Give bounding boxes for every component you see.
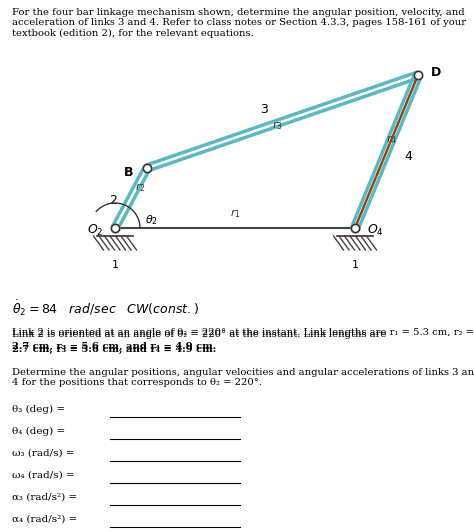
Text: For the four bar linkage mechanism shown, determine the angular position, veloci: For the four bar linkage mechanism shown… xyxy=(12,8,466,38)
Text: 2.7 cm, r₃ = 5.6 cm, and r₄ = 4.9 cm.: 2.7 cm, r₃ = 5.6 cm, and r₄ = 4.9 cm. xyxy=(12,342,216,351)
Text: $r_2$: $r_2$ xyxy=(135,181,146,194)
Text: 1: 1 xyxy=(352,260,358,270)
Text: Determine the angular positions, angular velocities and angular accelerations of: Determine the angular positions, angular… xyxy=(12,368,474,387)
Text: ω₄ (rad/s) =: ω₄ (rad/s) = xyxy=(12,471,78,480)
Text: $O_2$: $O_2$ xyxy=(87,222,103,238)
Text: Link 2 is oriented at an angle of θ₂ = 220° at the instant. Link lengths are r₁ : Link 2 is oriented at an angle of θ₂ = 2… xyxy=(12,328,474,337)
Text: α₄ (rad/s²) =: α₄ (rad/s²) = xyxy=(12,515,81,524)
Text: 2.7 cm, r₃ = 5.6 cm, and r₄ = 4.9 cm.: 2.7 cm, r₃ = 5.6 cm, and r₄ = 4.9 cm. xyxy=(12,345,216,354)
Text: $\dot{\theta}_2 = 84$   $rad/sec$   $CW(const.)$: $\dot{\theta}_2 = 84$ $rad/sec$ $CW(cons… xyxy=(12,298,199,318)
Text: D: D xyxy=(431,66,441,79)
Text: Link 2 is oriented at an angle of θ₂ = 220° at the instant. Link lengths are: Link 2 is oriented at an angle of θ₂ = 2… xyxy=(12,330,390,339)
Text: 3: 3 xyxy=(261,103,268,116)
Text: θ₃ (deg) =: θ₃ (deg) = xyxy=(12,405,68,414)
Text: B: B xyxy=(124,165,134,179)
Text: $r_1$: $r_1$ xyxy=(229,207,240,220)
Text: θ₄ (deg) =: θ₄ (deg) = xyxy=(12,427,69,436)
Text: $\theta_2$: $\theta_2$ xyxy=(145,213,158,227)
Text: α₃ (rad/s²) =: α₃ (rad/s²) = xyxy=(12,493,81,502)
Text: $r_3$: $r_3$ xyxy=(272,119,283,132)
Text: $O_4$: $O_4$ xyxy=(366,222,383,238)
Text: ω₃ (rad/s) =: ω₃ (rad/s) = xyxy=(12,449,78,458)
Text: 1: 1 xyxy=(111,260,118,270)
Text: 2: 2 xyxy=(109,194,117,206)
Text: 4: 4 xyxy=(405,150,412,163)
Text: $r_4$: $r_4$ xyxy=(386,133,397,146)
